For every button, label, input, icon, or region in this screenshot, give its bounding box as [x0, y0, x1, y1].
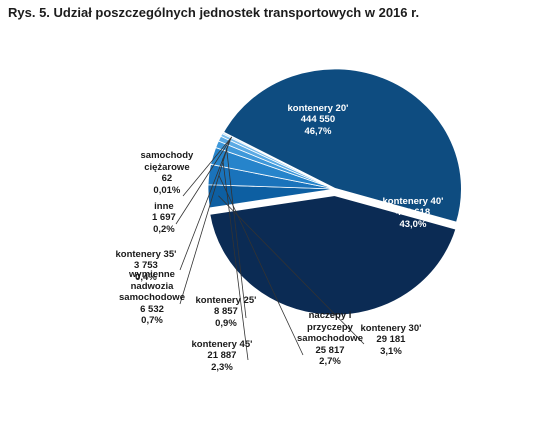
slice-label-2: kontenery 30' 29 181 3,1%	[361, 323, 422, 358]
slice-label-value: 62	[161, 173, 173, 184]
slice-label-percent: 0,4%	[135, 271, 157, 283]
slice-label-name: samochody ciężarowe	[140, 150, 194, 173]
slice-label-name: kontenery 25'	[195, 294, 257, 306]
leader-line-5	[226, 147, 247, 319]
slice-label-value: 29 181	[376, 334, 406, 345]
leader-line-4	[222, 158, 249, 361]
slice-label-6: wymienne nadwozia samochodowe 6 532 0,7%	[119, 269, 185, 327]
slice-label-5: kontenery 25' 8 857 0,9%	[196, 295, 257, 330]
leader-line-2	[218, 195, 365, 345]
leader-line-9	[182, 136, 233, 197]
slice-label-percent: 2,7%	[319, 356, 341, 367]
slice-label-3: naczepy i przyczepy samochodowe 25 817 2,7%	[297, 310, 363, 368]
slice-label-percent: 0,9%	[215, 317, 237, 329]
slice-label-value: 25 817	[315, 344, 345, 356]
pie-slice-1	[208, 193, 458, 317]
slice-label-value: 8 857	[214, 306, 238, 317]
slice-label-1: kontenery 40' 408 618 43,0%	[383, 196, 444, 231]
slice-label-name: wymienne nadwozia samochodowe	[119, 269, 185, 303]
slice-label-name: naczepy i przyczepy samochodowe	[297, 310, 363, 344]
slice-label-value: 6 532	[140, 303, 164, 315]
slice-label-percent: 2,3%	[211, 361, 233, 373]
slice-label-name: inne	[154, 200, 174, 212]
slice-label-name: kontenery 20'	[287, 102, 349, 114]
slice-label-percent: 3,1%	[380, 345, 402, 357]
pie-slice-0	[221, 67, 463, 225]
slice-label-value: 1 697	[152, 212, 176, 223]
slice-label-9: samochody ciężarowe 62 0,01%	[141, 150, 194, 196]
slice-label-value: 21 887	[207, 350, 237, 361]
slice-label-name: kontenery 30'	[360, 322, 422, 334]
slice-label-name: kontenery 40'	[382, 195, 444, 207]
slice-label-value: 408 618	[395, 207, 431, 218]
slice-label-percent: 46,7%	[304, 125, 332, 137]
slice-label-name: kontenery 45'	[191, 338, 253, 350]
slice-label-0: kontenery 20' 444 550 46,7%	[288, 103, 349, 138]
leader-line-7	[179, 139, 231, 271]
chart-title: Rys. 5. Udział poszczególnych jednostek …	[8, 5, 420, 20]
slice-label-value: 444 550	[300, 114, 336, 125]
leader-line-8	[175, 137, 232, 225]
slice-label-4: kontenery 45' 21 887 2,3%	[192, 339, 253, 374]
slice-label-percent: 0,01%	[153, 184, 181, 196]
slice-label-percent: 0,2%	[153, 223, 175, 235]
pie-slice-9	[222, 131, 336, 190]
slice-label-8: inne 1 697 0,2%	[152, 201, 176, 236]
slice-label-value: 3 753	[134, 260, 158, 271]
slice-label-percent: 0,7%	[141, 315, 163, 326]
slice-label-percent: 43,0%	[399, 218, 427, 230]
slice-label-name: kontenery 35'	[115, 248, 177, 260]
leader-line-6	[179, 142, 230, 305]
slice-label-7: kontenery 35' 3 753 0,4%	[116, 249, 177, 284]
